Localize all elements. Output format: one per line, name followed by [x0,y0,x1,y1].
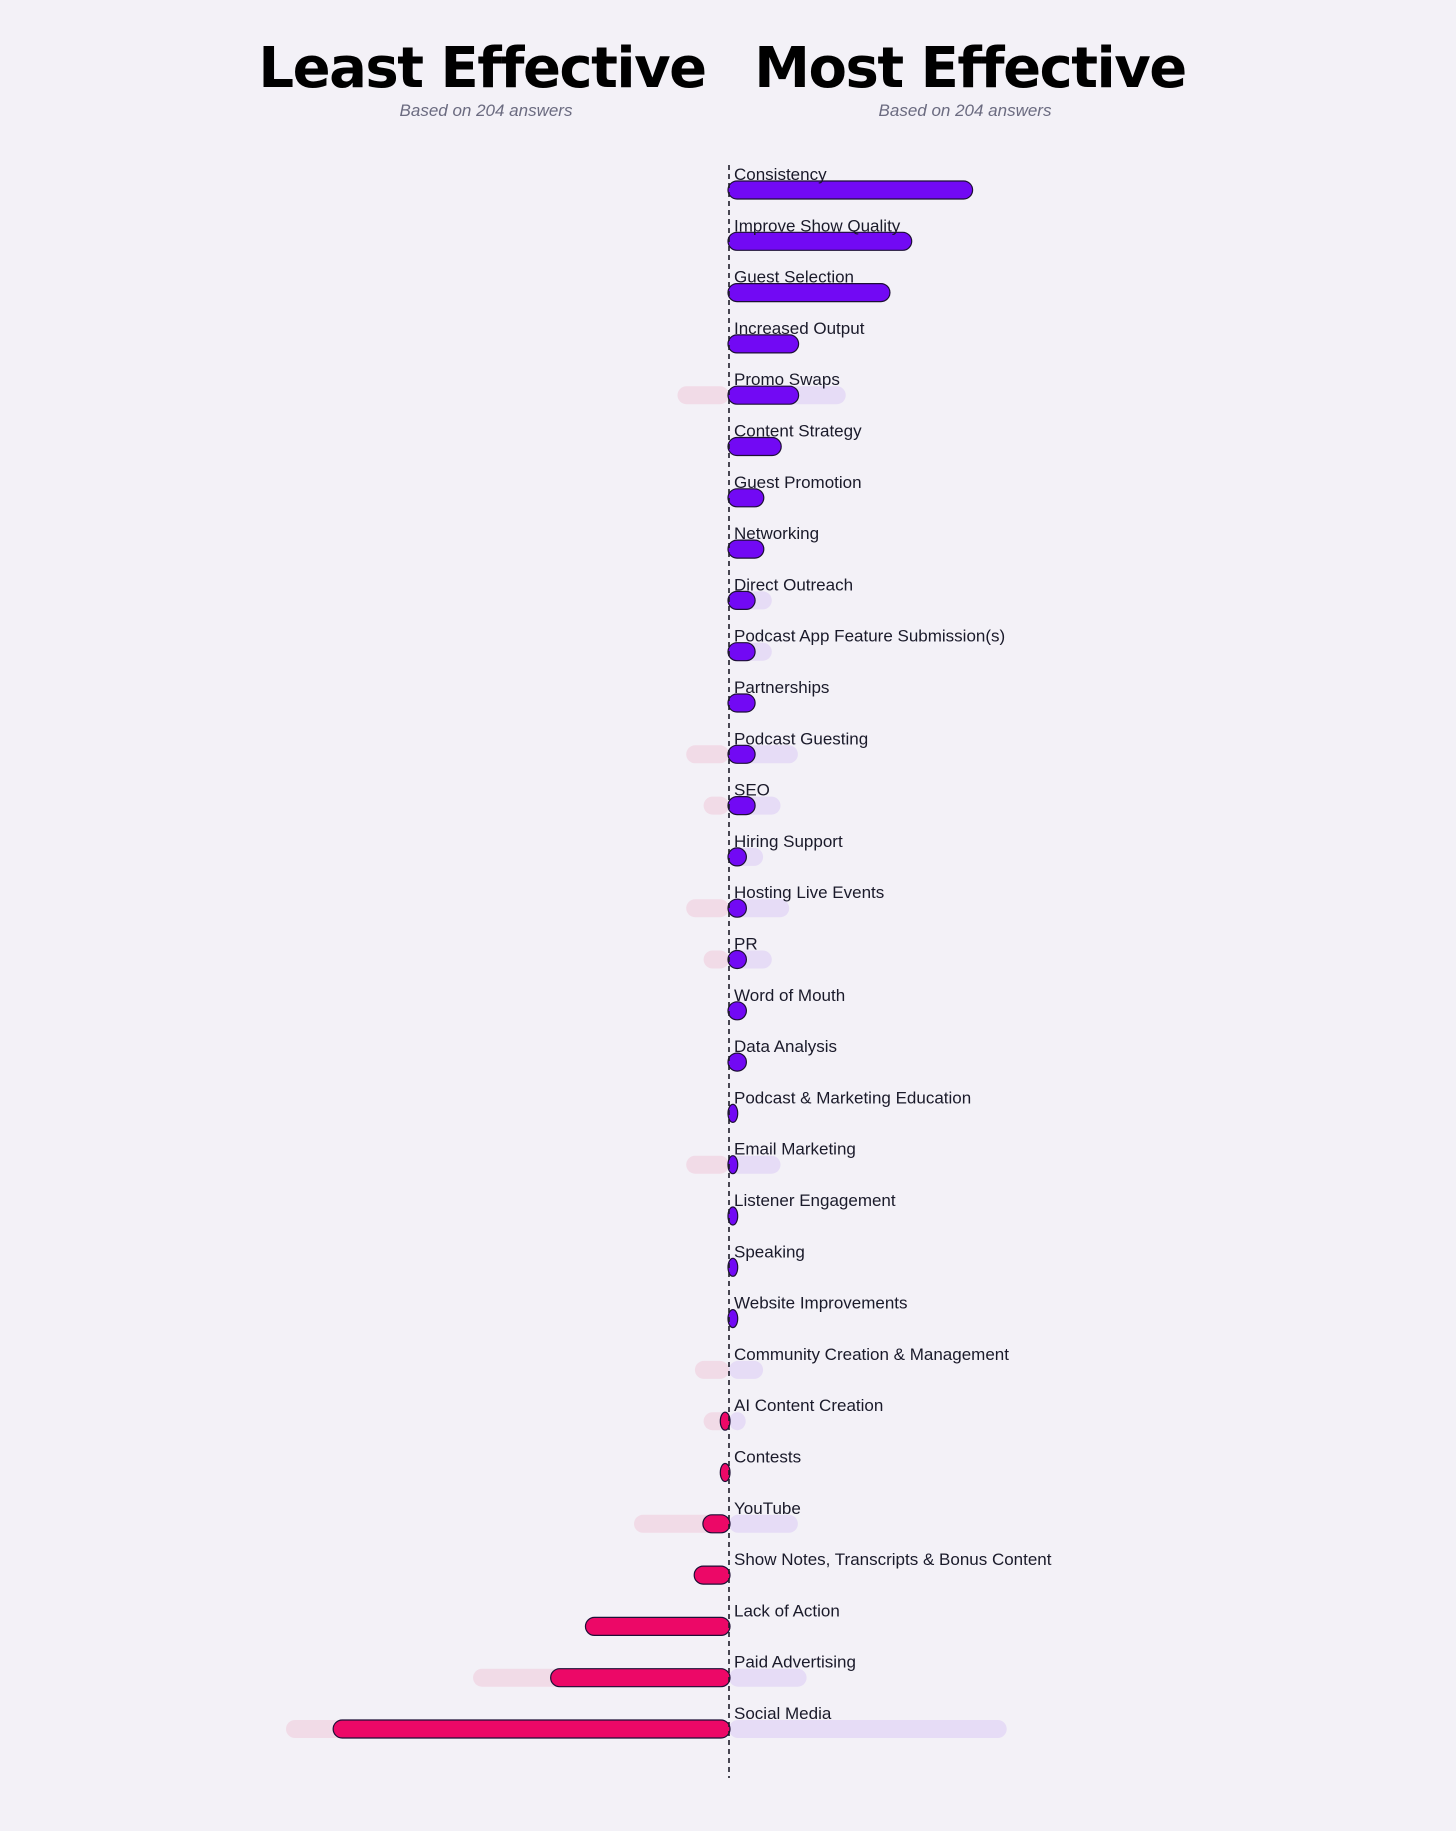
category-label: Podcast Guesting [734,729,868,748]
category-label: Content Strategy [734,422,862,441]
category-label: YouTube [734,1499,801,1518]
least-effective-background-bar [686,899,729,918]
least-effective-subtitle: Based on 204 answers [399,101,573,120]
most-effective-bar [727,847,747,867]
most-effective-bar [727,590,756,611]
least-effective-bar [693,1565,731,1585]
category-label: Paid Advertising [734,1653,856,1672]
least-effective-background-bar [694,1360,729,1379]
category-label: Speaking [734,1242,805,1261]
chart-header: Least Effective Based on 204 answers Mos… [0,0,1456,140]
least-effective-bar [702,1514,731,1534]
most-effective-bar [727,795,756,816]
least-effective-background-bar [677,386,729,405]
most-effective-bar [727,180,974,200]
category-label: Website Improvements [734,1294,908,1313]
least-effective-background-bar [686,745,729,764]
most-effective-bar [727,385,800,405]
most-effective-bar [727,1206,739,1226]
most-effective-bar [727,642,756,662]
most-effective-bar [727,334,800,354]
category-label: Community Creation & Management [734,1345,1009,1364]
category-label: Increased Output [734,319,865,338]
category-label: Podcast App Feature Submission(s) [734,627,1005,646]
category-label: Hiring Support [734,832,843,851]
most-effective-bar [727,1001,747,1021]
least-effective-bar [550,1668,731,1688]
most-effective-background-bar [729,1155,781,1174]
category-label: Networking [734,524,819,543]
category-label: Word of Mouth [734,986,845,1005]
category-label: Social Media [734,1704,832,1723]
category-label: SEO [734,781,770,800]
most-effective-bar [727,1103,739,1124]
category-label: Guest Promotion [734,473,862,492]
most-effective-bar [727,744,756,764]
most-effective-subtitle: Based on 204 answers [878,101,1052,120]
category-label: Consistency [734,165,827,184]
most-effective-background-bar [729,1720,1007,1738]
category-label: Show Notes, Transcripts & Bonus Content [734,1550,1052,1569]
category-label: AI Content Creation [734,1396,883,1415]
most-effective-bar [727,693,756,713]
category-label: Data Analysis [734,1037,837,1056]
category-label: PR [734,935,758,954]
category-label: Guest Selection [734,268,854,287]
most-effective-background-bar [729,1412,746,1431]
most-effective-title: Most Effective [754,36,1187,101]
least-effective-title: Least Effective [258,36,707,101]
category-label: Direct Outreach [734,575,853,594]
most-effective-bar [727,1052,747,1072]
category-label: Contests [734,1448,801,1467]
least-effective-background-bar [703,796,729,815]
most-effective-bar [727,898,747,918]
most-effective-background-bar [729,1514,798,1533]
category-label: Partnerships [734,678,829,697]
most-effective-bar [727,1155,739,1175]
category-label: Promo Swaps [734,370,840,389]
most-effective-background-bar [729,1668,807,1687]
most-effective-bar [727,231,913,251]
most-effective-bar [727,436,782,457]
least-effective-bar [719,1462,731,1483]
category-label: Hosting Live Events [734,883,884,902]
category-label: Lack of Action [734,1601,840,1620]
most-effective-bar [727,539,765,559]
most-effective-bar [727,1308,739,1329]
most-effective-bar [727,283,891,303]
category-label: Email Marketing [734,1140,856,1159]
most-effective-bar [727,949,747,970]
least-effective-background-bar [686,1155,729,1174]
least-effective-bar [719,1411,731,1431]
category-label: Listener Engagement [734,1191,896,1210]
category-label: Improve Show Quality [734,216,901,235]
most-effective-bar [727,488,765,508]
most-effective-background-bar [729,1360,764,1379]
category-label: Podcast & Marketing Education [734,1088,971,1107]
least-effective-bar [332,1719,731,1739]
least-effective-bar [584,1616,731,1637]
least-effective-background-bar [703,950,729,969]
most-effective-bar [727,1257,739,1277]
